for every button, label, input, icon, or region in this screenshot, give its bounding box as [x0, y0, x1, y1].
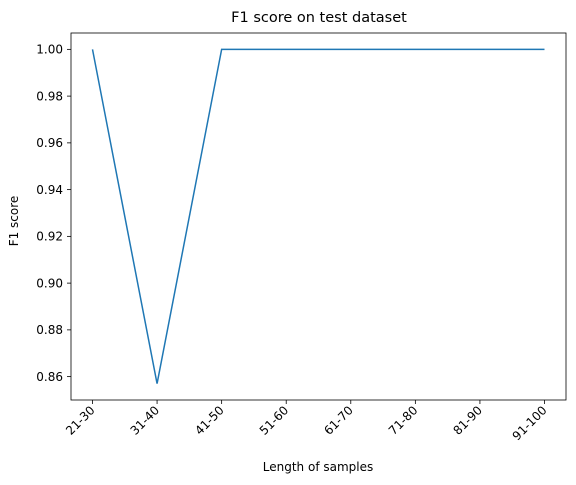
x-tick-label: 21-30: [63, 403, 98, 438]
x-tick-label: 81-90: [450, 403, 485, 438]
axes-frame: [70, 32, 567, 401]
chart-title: F1 score on test dataset: [231, 10, 407, 26]
y-axis: 0.86 0.88 0.90 0.92 0.94 0.96 0.98 1.00: [36, 43, 71, 384]
y-tick-label: 0.88: [36, 323, 63, 337]
x-tick-label: 31-40: [128, 403, 163, 438]
y-tick-label: 0.86: [36, 370, 63, 384]
x-axis-label: Length of samples: [263, 460, 373, 474]
series-line: [91, 48, 545, 384]
y-tick-label: 0.90: [36, 276, 63, 290]
x-tick-label: 51-60: [257, 403, 292, 438]
y-tick-label: 0.96: [36, 136, 63, 150]
x-tick-label: 71-80: [386, 403, 421, 438]
x-tick-label: 91-100: [510, 403, 550, 443]
y-tick-label: 0.92: [36, 230, 63, 244]
y-axis-label: F1 score: [7, 196, 21, 247]
y-tick-label: 1.00: [36, 43, 63, 57]
x-axis: 21-30 31-40 41-50 51-60 61-70 71-80 81-90 91-10…: [63, 400, 550, 443]
y-tick-label: 0.94: [36, 183, 63, 197]
y-tick-label: 0.98: [36, 89, 63, 103]
x-tick-label: 61-70: [321, 403, 356, 438]
plot-area: [70, 32, 567, 401]
x-tick-label: 41-50: [192, 403, 227, 438]
